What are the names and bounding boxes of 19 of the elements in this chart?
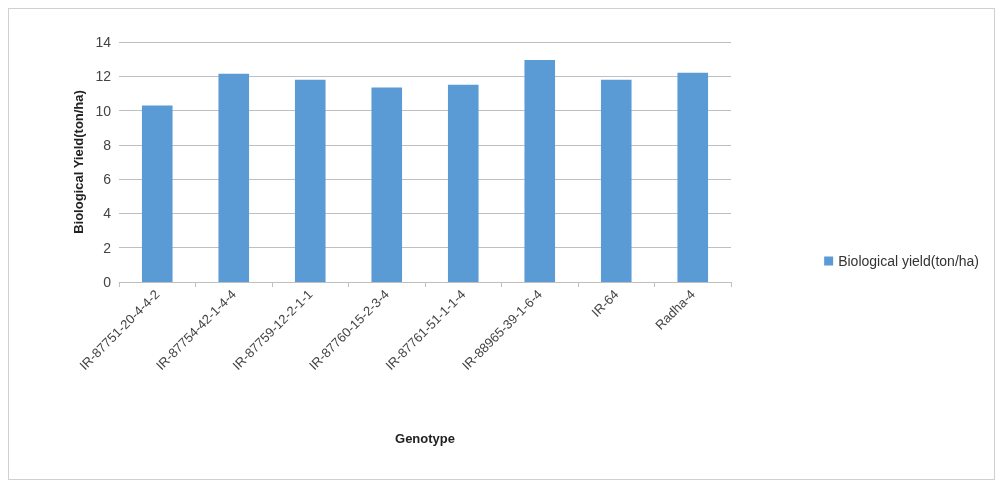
legend-label: Biological yield(ton/ha) <box>838 253 979 269</box>
y-tick-label: 8 <box>103 136 112 153</box>
y-tick-label: 14 <box>95 34 112 50</box>
bar <box>294 79 326 282</box>
y-tick-label: 4 <box>103 205 112 222</box>
bar <box>218 73 250 282</box>
y-tick-label: 10 <box>95 102 112 119</box>
bar <box>600 79 632 282</box>
y-axis-title: Biological Yield(ton/ha) <box>70 90 86 234</box>
y-tick-label: 2 <box>103 239 112 256</box>
y-tick-label: 6 <box>103 171 112 188</box>
bar <box>524 60 556 282</box>
bar <box>677 72 709 282</box>
bar <box>141 105 173 282</box>
bar <box>371 87 403 282</box>
y-tick-label: 12 <box>95 68 112 85</box>
x-axis-title: Genotype <box>395 431 455 446</box>
y-tick-label: 0 <box>103 274 112 290</box>
bar <box>447 84 479 282</box>
